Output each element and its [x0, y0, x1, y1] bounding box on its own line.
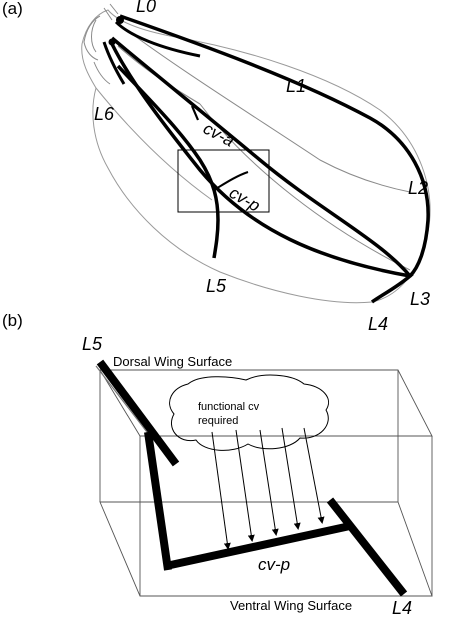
vein-l0	[114, 20, 201, 58]
signal-arrow-2	[235, 429, 255, 542]
label-l5: L5	[206, 276, 227, 296]
functional-cv-cloud	[169, 374, 329, 451]
panel-b: (b) functional cv required L5 Dorsal	[2, 311, 433, 618]
signal-arrow-1	[211, 431, 231, 550]
label-b-l4: L4	[392, 598, 412, 618]
wing-outline	[81, 9, 431, 304]
label-l2: L2	[408, 178, 428, 198]
vein-base-node-1	[116, 16, 124, 24]
label-ventral-surface: Ventral Wing Surface	[230, 598, 352, 613]
vein-l5	[116, 64, 220, 259]
signal-arrow-3	[259, 429, 279, 536]
cloud-text-line1: functional cv	[198, 401, 260, 413]
cross-vein-posterior	[213, 171, 249, 191]
label-cv-a: cv-a	[200, 119, 237, 151]
label-b-l5: L5	[82, 334, 103, 354]
label-l4: L4	[368, 314, 388, 334]
panel-b-tag: (b)	[2, 311, 23, 330]
wing-hinge-sketch	[83, 3, 119, 85]
panel-a-tag: (a)	[2, 0, 23, 18]
label-l6: L6	[94, 104, 115, 124]
label-l0: L0	[136, 0, 156, 16]
label-dorsal-surface: Dorsal Wing Surface	[113, 354, 232, 369]
vein-l1	[119, 14, 430, 278]
signal-arrow-5	[303, 427, 325, 524]
label-b-cv-p: cv-p	[258, 555, 290, 574]
thin-vein-1	[123, 27, 411, 193]
box-bottom-face	[99, 501, 433, 597]
label-l3: L3	[410, 289, 430, 309]
vein-cv-p-bar	[165, 522, 351, 570]
vein-l5-segment-thin	[95, 365, 151, 437]
cross-vein-anterior	[190, 105, 200, 121]
label-l1: L1	[286, 76, 306, 96]
vein-l6	[102, 41, 126, 85]
vein-l4-bar	[326, 497, 408, 597]
cloud-text-line2: required	[198, 415, 238, 427]
vein-base-node-2	[108, 38, 116, 46]
vein-l5-segment-lower	[144, 431, 172, 571]
thin-vein-4	[95, 87, 213, 201]
inset-box	[177, 149, 270, 213]
vein-l3	[110, 36, 412, 278]
vein-l5-segment-upper	[96, 359, 180, 467]
vein-l4	[110, 43, 414, 304]
panel-a: (a) L0 L1 L6 cv-a cv-p	[2, 0, 431, 334]
signal-arrow-4	[281, 427, 301, 530]
